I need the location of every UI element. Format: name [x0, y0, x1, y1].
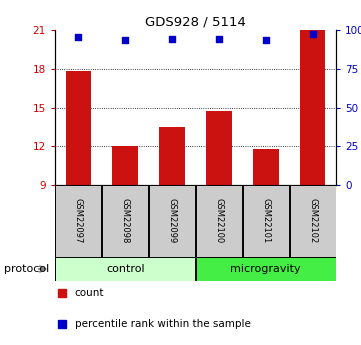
Point [216, 36, 222, 41]
Bar [149, 185, 195, 257]
Bar [56, 257, 195, 281]
Text: GSM22097: GSM22097 [74, 198, 83, 244]
Bar [196, 185, 242, 257]
Title: GDS928 / 5114: GDS928 / 5114 [145, 16, 246, 29]
Point [169, 36, 175, 41]
Bar [112, 146, 138, 185]
Text: GSM22101: GSM22101 [261, 198, 270, 244]
Bar [56, 185, 101, 257]
Text: percentile rank within the sample: percentile rank within the sample [75, 319, 251, 329]
Point [263, 37, 269, 43]
Text: count: count [75, 288, 104, 298]
Text: protocol: protocol [4, 264, 49, 274]
Bar [243, 185, 289, 257]
Text: GSM22098: GSM22098 [121, 198, 130, 244]
Bar [290, 185, 335, 257]
Point [122, 37, 128, 43]
Point [310, 31, 316, 37]
Bar [206, 111, 232, 185]
Bar [253, 149, 279, 185]
Bar [300, 30, 326, 185]
Text: GSM22099: GSM22099 [168, 198, 177, 244]
Bar [196, 257, 335, 281]
Point [75, 34, 81, 40]
Text: control: control [106, 264, 144, 274]
Bar [159, 127, 185, 185]
Bar [102, 185, 148, 257]
Bar [66, 71, 91, 185]
Text: GSM22100: GSM22100 [214, 198, 223, 244]
Text: microgravity: microgravity [230, 264, 301, 274]
Text: GSM22102: GSM22102 [308, 198, 317, 244]
